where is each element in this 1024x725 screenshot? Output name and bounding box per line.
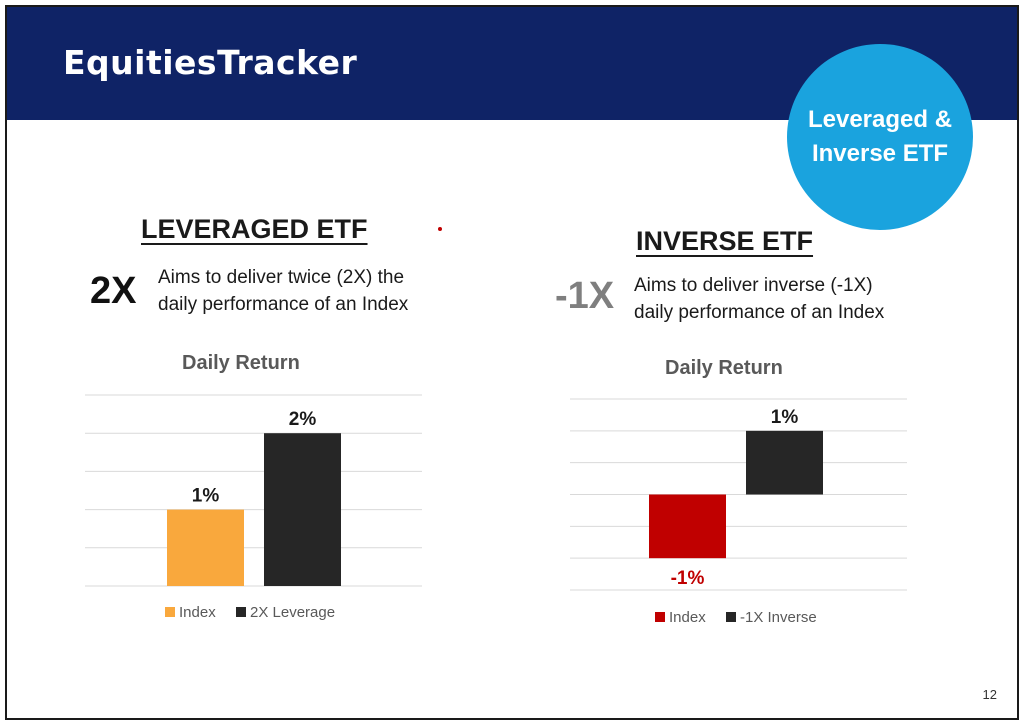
legend-label: -1X Inverse (740, 609, 817, 626)
topic-badge: Leveraged & Inverse ETF (787, 44, 973, 230)
badge-line-2: Inverse ETF (811, 140, 949, 167)
leveraged-title: LEVERAGED ETF (141, 214, 368, 244)
inverse-desc-line-1: Aims to deliver inverse (-1X) (634, 275, 873, 296)
decorative-dot (438, 227, 442, 231)
data-label: 1% (771, 407, 799, 428)
leveraged-desc-line-1: Aims to deliver twice (2X) the (158, 267, 405, 288)
legend-swatch (236, 607, 246, 617)
inverse-title: INVERSE ETF (636, 226, 814, 256)
legend-label: Index (669, 609, 706, 626)
bar--1x-inverse (746, 430, 823, 495)
badge-line-1: Leveraged & (807, 106, 953, 133)
legend-swatch (726, 612, 736, 622)
bar-index (649, 494, 726, 559)
leveraged-description: Aims to deliver twice (2X) the daily per… (158, 264, 408, 318)
legend-swatch (165, 607, 175, 617)
page-number: 12 (982, 687, 997, 702)
inverse-multiplier: -1X (555, 275, 615, 317)
leveraged-desc-line-2: daily performance of an Index (158, 294, 409, 315)
bar-2x-leverage (264, 433, 341, 586)
bar-index (167, 509, 244, 586)
inverse-chart: -1% 1% Index -1X Inverse (570, 398, 907, 626)
legend-swatch (655, 612, 665, 622)
data-label: 2% (289, 409, 317, 430)
legend-label: 2X Leverage (250, 604, 335, 621)
leveraged-chart-title: Daily Return (182, 352, 300, 374)
leveraged-multiplier: 2X (90, 270, 137, 312)
brand-logo: EquitiesTracker (63, 43, 358, 82)
slide: EquitiesTracker Leveraged & Inverse ETF … (5, 5, 1019, 720)
inverse-chart-title: Daily Return (665, 357, 783, 379)
inverse-description: Aims to deliver inverse (-1X) daily perf… (634, 272, 884, 326)
data-label: -1% (671, 568, 705, 589)
legend-label: Index (179, 604, 216, 621)
data-label: 1% (192, 486, 220, 507)
leveraged-chart: 1% 2% Index 2X Leverage (85, 394, 422, 621)
inverse-desc-line-2: daily performance of an Index (634, 302, 885, 323)
